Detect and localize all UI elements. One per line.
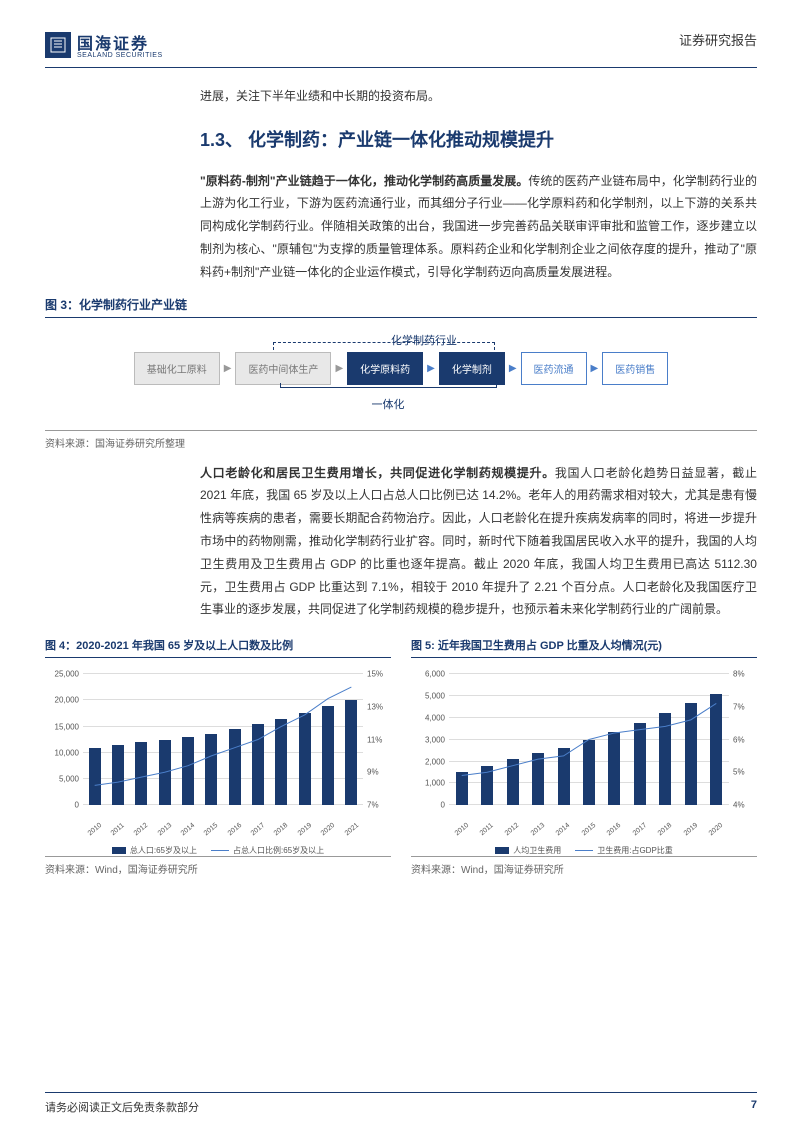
page-number: 7 bbox=[751, 1099, 757, 1115]
fig3-bottom-label: 一体化 bbox=[29, 396, 747, 412]
chain-node: 医药流通 bbox=[521, 352, 587, 385]
para2-lead: 人口老龄化和居民卫生费用增长，共同促进化学制药规模提升。 bbox=[200, 466, 555, 480]
fig4-title: 图 4：2020-2021 年我国 65 岁及以上人口数及比例 bbox=[45, 637, 391, 658]
fig3-diagram: 化学制药行业 基础化工原料 ▶ 医药中间体生产 ▶ 化学原料药 ▶ 化学制剂 ▶… bbox=[45, 328, 757, 430]
para1-body: 传统的医药产业链布局中，化学制药行业的上游为化工行业，下游为医药流通行业，而其细… bbox=[200, 174, 757, 279]
fig5-source: 资料来源：Wind，国海证券研究所 bbox=[411, 856, 757, 876]
legend-line-icon bbox=[211, 850, 229, 851]
fig4-chart: 05,00010,00015,00020,00025,0007%9%11%13%… bbox=[45, 668, 391, 843]
fig3-source: 资料来源：国海证券研究所整理 bbox=[45, 430, 757, 450]
arrow-icon: ▶ bbox=[591, 363, 599, 374]
arrow-icon: ▶ bbox=[224, 363, 232, 374]
arrow-icon: ▶ bbox=[335, 363, 343, 374]
chain-node: 化学制剂 bbox=[439, 352, 505, 385]
company-name-cn: 国海证券 bbox=[77, 30, 163, 54]
paragraph-2: 人口老龄化和居民卫生费用增长，共同促进化学制药规模提升。我国人口老龄化趋势日益显… bbox=[200, 462, 757, 622]
para1-lead: "原料药-制剂"产业链趋于一体化，推动化学制药高质量发展。 bbox=[200, 174, 528, 188]
fig5-legend-bar: 人均卫生费用 bbox=[513, 845, 561, 856]
legend-swatch bbox=[112, 847, 126, 854]
intro-text: 进展，关注下半年业绩和中长期的投资布局。 bbox=[200, 86, 757, 108]
page-header: 国海证券 SEALAND SECURITIES 证券研究报告 bbox=[45, 30, 757, 68]
fig4-legend-line: 占总人口比例:65岁及以上 bbox=[233, 845, 324, 856]
logo: 国海证券 SEALAND SECURITIES bbox=[45, 30, 163, 59]
fig5-chart: 01,0002,0003,0004,0005,0006,0004%5%6%7%8… bbox=[411, 668, 757, 843]
fig4-legend-bar: 总人口:65岁及以上 bbox=[130, 845, 197, 856]
disclaimer: 请务必阅读正文后免责条款部分 bbox=[45, 1099, 199, 1115]
paragraph-1: "原料药-制剂"产业链趋于一体化，推动化学制药高质量发展。传统的医药产业链布局中… bbox=[200, 170, 757, 284]
legend-line-icon bbox=[575, 850, 593, 851]
fig4-legend: 总人口:65岁及以上 占总人口比例:65岁及以上 bbox=[45, 845, 391, 856]
legend-swatch bbox=[495, 847, 509, 854]
fig3-title: 图 3：化学制药行业产业链 bbox=[45, 296, 757, 318]
report-type: 证券研究报告 bbox=[679, 30, 757, 49]
section-title: 1.3、 化学制药：产业链一体化推动规模提升 bbox=[200, 126, 757, 152]
arrow-icon: ▶ bbox=[509, 363, 517, 374]
chain-node: 化学原料药 bbox=[347, 352, 423, 385]
fig5-legend-line: 卫生费用:占GDP比重 bbox=[597, 845, 673, 856]
fig5-legend: 人均卫生费用 卫生费用:占GDP比重 bbox=[411, 845, 757, 856]
chain-node: 医药销售 bbox=[602, 352, 668, 385]
company-name-en: SEALAND SECURITIES bbox=[77, 52, 163, 59]
chain-node: 基础化工原料 bbox=[134, 352, 220, 385]
fig5-title: 图 5: 近年我国卫生费用占 GDP 比重及人均情况(元) bbox=[411, 637, 757, 658]
page-footer: 请务必阅读正文后免责条款部分 7 bbox=[45, 1092, 757, 1115]
fig4-source: 资料来源：Wind，国海证券研究所 bbox=[45, 856, 391, 876]
para2-body: 我国人口老龄化趋势日益显著，截止 2021 年底，我国 65 岁及以上人口占总人… bbox=[200, 466, 757, 617]
arrow-icon: ▶ bbox=[427, 363, 435, 374]
chain-node: 医药中间体生产 bbox=[235, 352, 331, 385]
logo-icon bbox=[45, 32, 71, 58]
